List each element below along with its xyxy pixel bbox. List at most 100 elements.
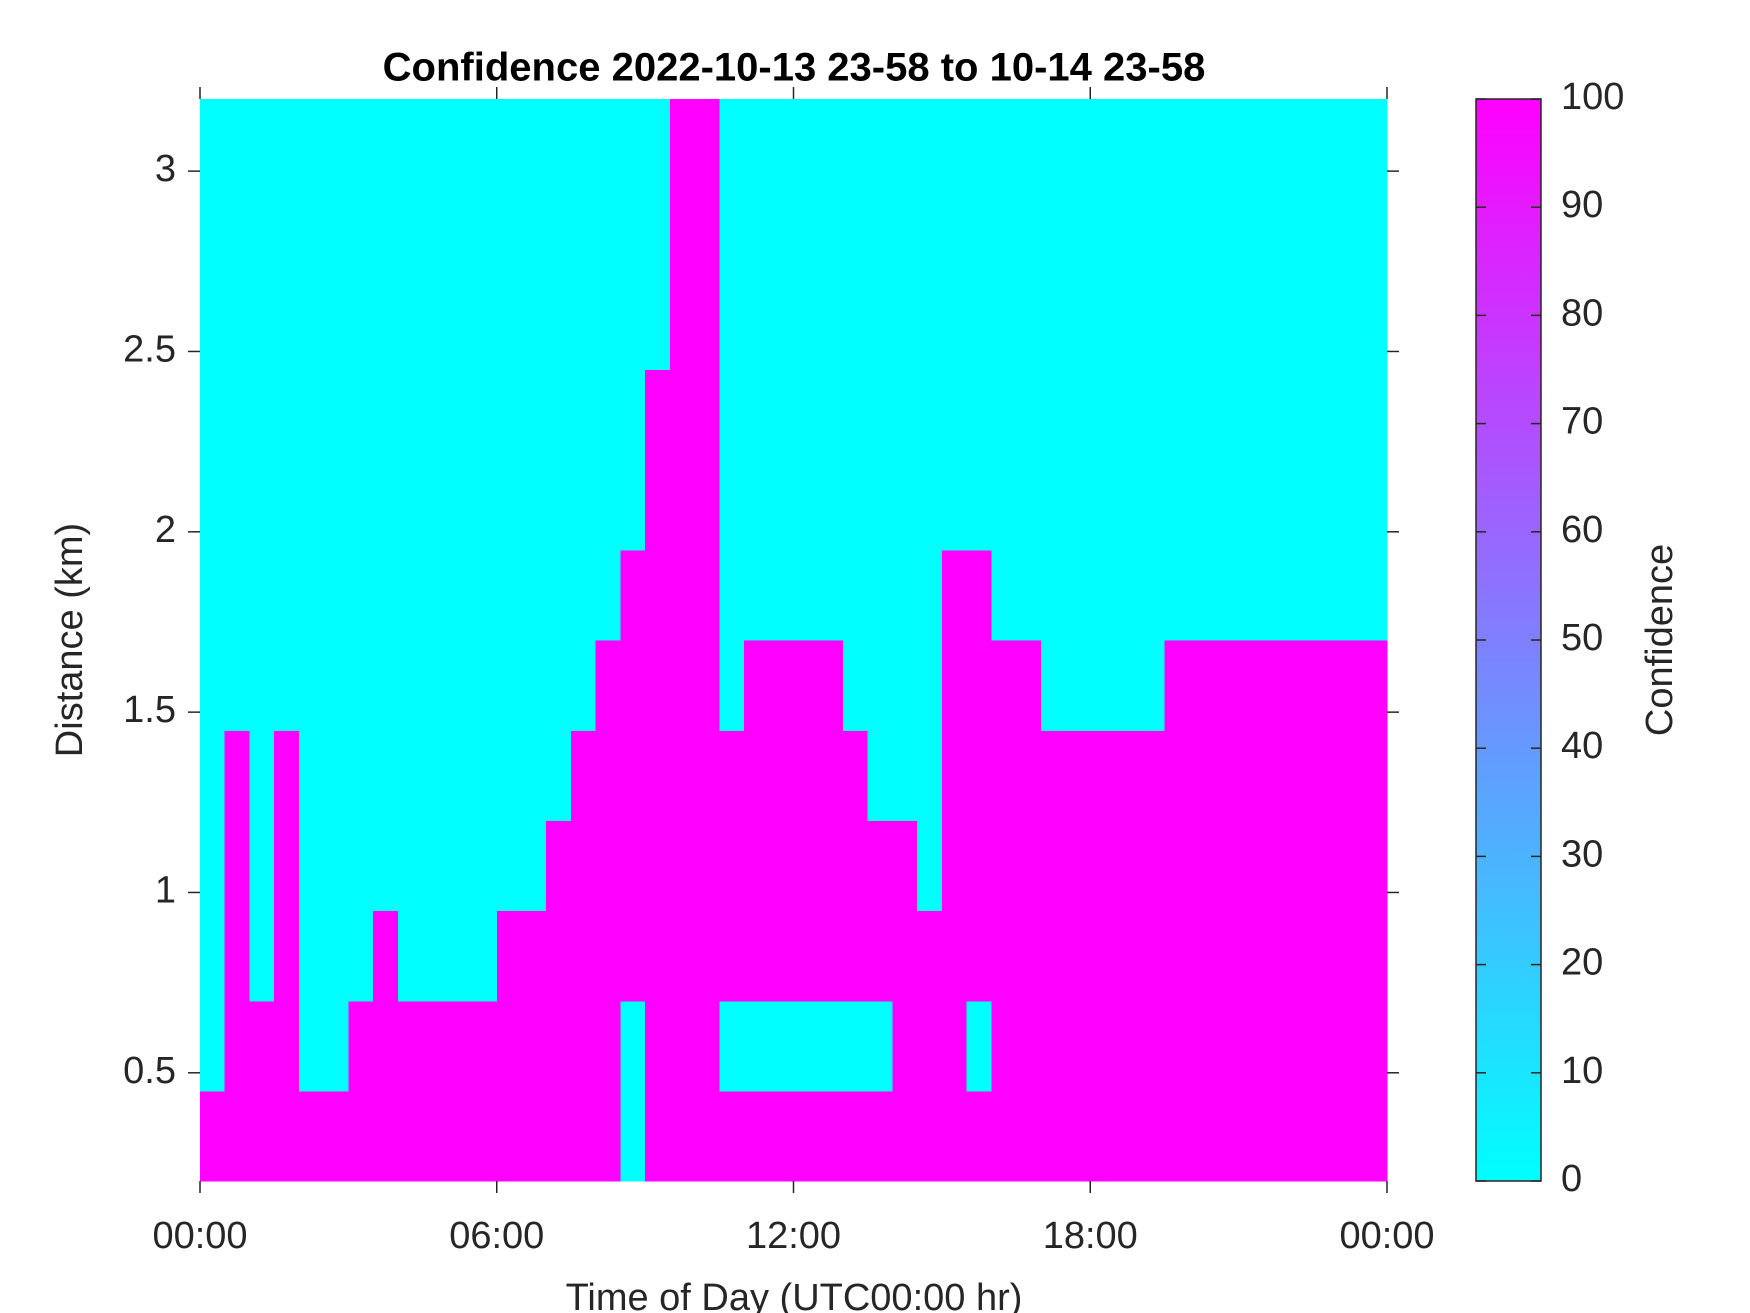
heatmap-cell [966, 1000, 992, 1092]
heatmap-cell [1337, 640, 1363, 731]
heatmap-cell [1213, 189, 1240, 280]
heatmap-cell [1016, 730, 1042, 821]
heatmap-cell [768, 189, 795, 280]
heatmap-cell [323, 910, 349, 1002]
heatmap-cell [1288, 459, 1314, 551]
heatmap-cell [1263, 189, 1289, 280]
heatmap-cell [645, 369, 671, 461]
heatmap-cell [496, 279, 523, 371]
heatmap-cell [719, 1000, 745, 1092]
heatmap-cell [818, 640, 844, 731]
heatmap-cell [719, 99, 745, 190]
heatmap-cell [521, 730, 547, 821]
heatmap-cell [1288, 910, 1314, 1002]
heatmap-cell [1288, 99, 1314, 190]
heatmap-cell [1288, 189, 1314, 280]
heatmap-cell [595, 549, 621, 641]
heatmap-cell [966, 1090, 992, 1182]
heatmap-cell [348, 730, 374, 821]
colorbar-tick-label: 60 [1561, 509, 1603, 551]
heatmap-cell [842, 99, 869, 190]
heatmap-cell [397, 1000, 424, 1092]
heatmap-cell [298, 640, 325, 731]
heatmap-cell [397, 640, 424, 731]
heatmap-cell [1337, 189, 1363, 280]
heatmap-cell [842, 279, 869, 371]
heatmap-cell [447, 549, 473, 641]
heatmap-cell [1189, 99, 1215, 190]
y-tick-label: 2.5 [123, 328, 176, 370]
heatmap-cell [249, 1000, 275, 1092]
heatmap-cell [768, 549, 795, 641]
heatmap-cell [224, 279, 251, 371]
heatmap-cell [669, 459, 696, 551]
heatmap-cell [719, 640, 745, 731]
heatmap-cell [1065, 549, 1091, 641]
heatmap-cell [1065, 99, 1091, 190]
heatmap-cell [744, 730, 770, 821]
heatmap-cell [1189, 910, 1215, 1002]
heatmap-cell [620, 459, 646, 551]
heatmap-cell [521, 189, 547, 280]
heatmap-cell [298, 730, 325, 821]
heatmap-cell [1139, 549, 1166, 641]
heatmap-cell [274, 99, 300, 190]
heatmap-cell [645, 640, 671, 731]
heatmap-cell [694, 549, 720, 641]
heatmap-cell [1114, 279, 1141, 371]
heatmap-cell [669, 1000, 696, 1092]
heatmap-cell [645, 279, 671, 371]
heatmap-cell [1114, 549, 1141, 641]
heatmap-cell [1065, 459, 1091, 551]
heatmap-cell [917, 1090, 943, 1182]
heatmap-cell [842, 549, 869, 641]
heatmap-cell [323, 640, 349, 731]
heatmap-cell [496, 189, 523, 280]
heatmap-cell [570, 730, 597, 821]
heatmap-cell [1362, 730, 1388, 821]
heatmap-cell [1312, 820, 1339, 912]
heatmap-cell [1090, 1090, 1116, 1182]
heatmap-cell [818, 730, 844, 821]
heatmap-cell [1065, 910, 1091, 1002]
heatmap-cell [991, 820, 1017, 912]
heatmap-cell [546, 1090, 572, 1182]
heatmap-cell [1238, 910, 1264, 1002]
heatmap-cell [1238, 1090, 1264, 1182]
heatmap-cell [1238, 369, 1264, 461]
heatmap-cell [546, 369, 572, 461]
heatmap-cell [570, 549, 597, 641]
heatmap-cell [768, 459, 795, 551]
heatmap-cell [224, 549, 251, 641]
heatmap-cell [595, 640, 621, 731]
heatmap-cell [620, 189, 646, 280]
heatmap-cell [1189, 640, 1215, 731]
heatmap-cell [1090, 549, 1116, 641]
heatmap-cell [570, 369, 597, 461]
heatmap-cell [298, 910, 325, 1002]
heatmap-cell [966, 640, 992, 731]
heatmap-cell [1362, 369, 1388, 461]
heatmap-cell [917, 730, 943, 821]
heatmap-cell [941, 459, 968, 551]
heatmap-cell [224, 459, 251, 551]
heatmap-cell [1263, 1000, 1289, 1092]
heatmap-cell [744, 640, 770, 731]
heatmap-cell [249, 279, 275, 371]
heatmap-cell [1090, 99, 1116, 190]
heatmap-cell [620, 640, 646, 731]
heatmap-cell [1090, 459, 1116, 551]
heatmap-cell [1164, 549, 1190, 641]
heatmap-cell [1238, 549, 1264, 641]
heatmap-cell [224, 730, 251, 821]
heatmap-cell [570, 279, 597, 371]
heatmap-cell [1040, 549, 1067, 641]
heatmap-cell [348, 189, 374, 280]
heatmap-cell [373, 99, 399, 190]
heatmap-cell [1213, 820, 1240, 912]
heatmap-cell [397, 730, 424, 821]
heatmap-cell [447, 459, 473, 551]
heatmap-cell [298, 99, 325, 190]
heatmap-cell [1263, 459, 1289, 551]
heatmap-cell [373, 910, 399, 1002]
